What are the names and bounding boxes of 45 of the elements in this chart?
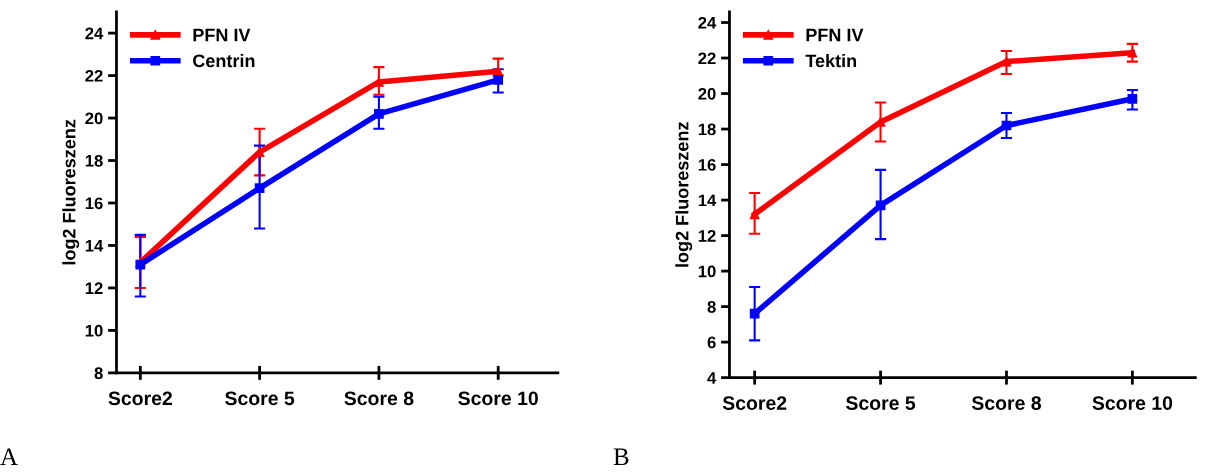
point — [374, 108, 384, 119]
y-axis-title: log2 Fluoreszenz — [62, 119, 80, 265]
y-tick-label: 8 — [707, 301, 716, 313]
y-axis-title: log2 Fluoreszenz — [675, 122, 693, 267]
x-tick-label: Score2 — [722, 396, 787, 410]
point — [254, 183, 265, 193]
point — [1127, 47, 1138, 58]
point — [749, 209, 760, 220]
legend-label: PFN IV — [806, 28, 864, 42]
x-tick-label: Score 5 — [225, 391, 295, 406]
y-tick-label: 16 — [85, 197, 103, 210]
x-tick-label: Score 8 — [344, 391, 414, 406]
y-tick-label: 14 — [85, 240, 104, 252]
y-tick-label: 12 — [698, 229, 716, 242]
x-tick-label: Score 10 — [458, 391, 538, 406]
point — [749, 308, 760, 319]
y-tick-label: 22 — [698, 52, 716, 65]
x-tick-label: Score2 — [108, 391, 172, 406]
y-tick-label: 14 — [698, 194, 717, 207]
point — [1127, 94, 1138, 104]
y-tick-label: 20 — [85, 112, 103, 125]
y-tick-label: 12 — [85, 282, 103, 294]
x-tick-label: Score 10 — [1092, 396, 1173, 410]
y-tick-label: 4 — [707, 372, 717, 384]
legend-label: PFN IV — [193, 28, 251, 42]
text: B — [613, 448, 629, 465]
text: A — [0, 448, 18, 465]
x-tick-label: Score 5 — [846, 396, 916, 410]
y-tick-label: 22 — [85, 69, 103, 82]
y-tick-label: 6 — [707, 336, 716, 349]
y-tick-label: 10 — [85, 324, 103, 337]
y-tick-label: 8 — [94, 367, 103, 380]
y-tick-label: 18 — [85, 154, 103, 167]
point — [374, 77, 384, 87]
point — [493, 74, 504, 85]
y-tick-label: 20 — [698, 87, 716, 100]
x-tick-label: Score 8 — [971, 396, 1042, 410]
point — [1001, 56, 1012, 67]
y-tick-label: 16 — [698, 158, 716, 171]
legend-label: Centrin — [193, 53, 255, 68]
y-tick-label: 24 — [698, 16, 717, 29]
y-tick-label: 10 — [698, 265, 716, 278]
y-tick-label: 18 — [698, 123, 716, 136]
y-tick-label: 24 — [85, 27, 104, 40]
legend-label: Tektin — [805, 53, 857, 68]
